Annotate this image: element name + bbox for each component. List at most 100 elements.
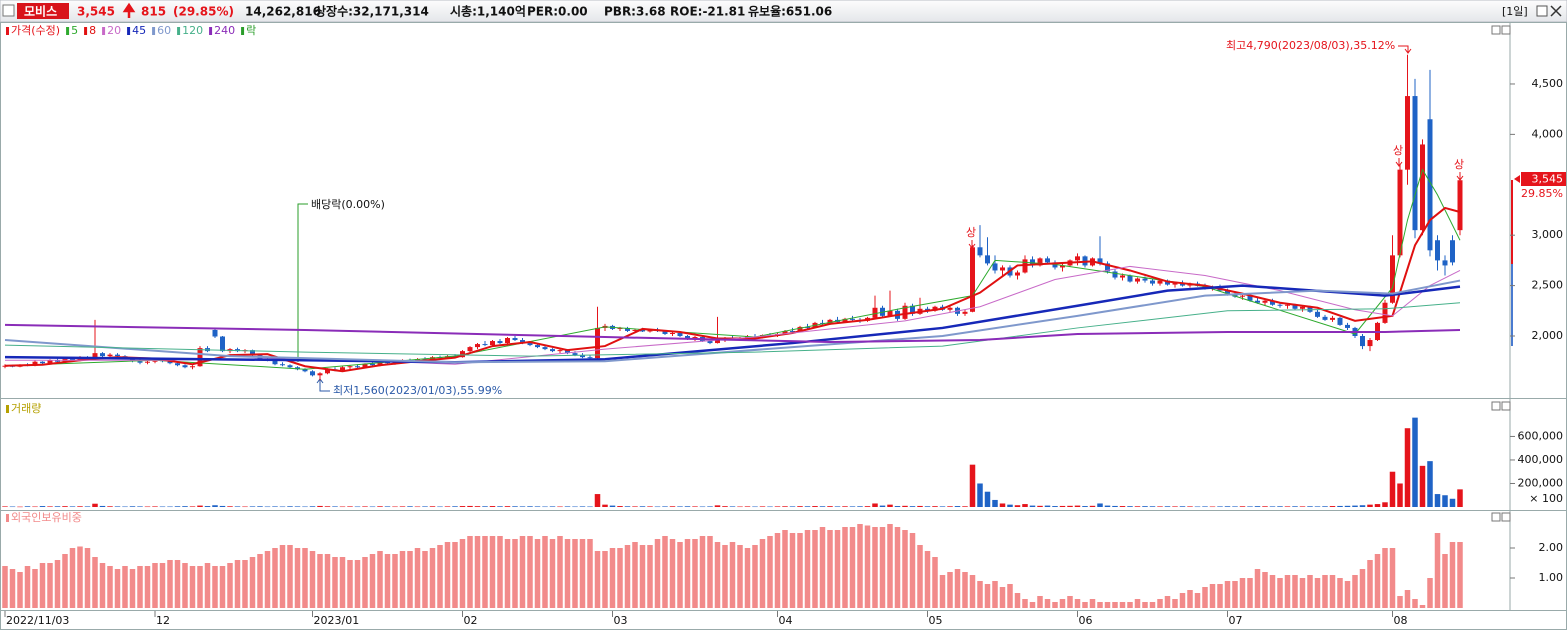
bar (519, 536, 526, 608)
bar (804, 530, 811, 608)
bar (332, 506, 338, 507)
candle-body (782, 330, 788, 334)
high-annotation: 최고4,790(2023/08/03),35.12% (1226, 39, 1395, 52)
bar (954, 569, 961, 608)
candle-body (107, 354, 113, 357)
bar (1352, 575, 1358, 608)
bar (1427, 461, 1433, 507)
close-button[interactable] (1550, 5, 1562, 17)
bar (1344, 581, 1351, 608)
bar (1052, 506, 1058, 507)
bar (1412, 417, 1418, 507)
bar (662, 506, 668, 507)
candle-body (1337, 317, 1343, 325)
x-tick-label: 2023/01 (314, 614, 360, 627)
bar (39, 563, 46, 608)
price-pointer (1514, 175, 1520, 183)
candle-body (1172, 282, 1178, 285)
bar (497, 536, 503, 608)
bar (879, 527, 886, 608)
bar (257, 506, 263, 507)
panel-button[interactable] (1491, 25, 1501, 35)
bar (1127, 506, 1133, 507)
bar (1254, 506, 1261, 507)
candle-body (190, 366, 195, 368)
bar (1232, 506, 1238, 507)
panel-button[interactable] (1501, 25, 1511, 35)
candle-body (1345, 324, 1350, 328)
candle-body (145, 361, 150, 363)
candle-body (797, 326, 803, 332)
panel-button[interactable] (1491, 401, 1501, 411)
bar (692, 506, 698, 507)
bar (759, 539, 766, 608)
candle-body (1112, 271, 1118, 278)
bar (234, 560, 241, 608)
bar (1284, 506, 1291, 507)
bar (752, 506, 758, 508)
bar (354, 506, 361, 508)
candle-body (1060, 265, 1065, 268)
trade-volume: 14,262,816 (245, 5, 321, 19)
price-change: 815 (141, 5, 166, 19)
legend-swatch (66, 27, 70, 35)
bar (1374, 554, 1381, 608)
panel-button[interactable] (1501, 401, 1511, 411)
bar (857, 506, 863, 507)
bar (887, 524, 893, 608)
x-tick-label: 04 (779, 614, 793, 627)
bar (1179, 593, 1186, 608)
candle-body (640, 329, 645, 332)
bar (1247, 578, 1253, 608)
bar (1187, 590, 1193, 608)
x-tick-label: 07 (1229, 614, 1243, 627)
panel-button[interactable] (1491, 512, 1501, 522)
restore-button[interactable] (1536, 5, 1548, 17)
period-selector[interactable]: [1일] (1502, 4, 1528, 18)
candle-body (1315, 311, 1320, 317)
stock-name: 모비스 (24, 4, 57, 19)
candle-body (550, 349, 555, 352)
bar (489, 536, 496, 608)
x-tick-label: 02 (464, 614, 478, 627)
bar (459, 506, 466, 507)
bar (1322, 575, 1328, 608)
bar (1352, 505, 1358, 507)
bar (429, 506, 436, 507)
candle-body (55, 360, 60, 362)
bar (1307, 506, 1313, 507)
bar (2, 506, 8, 507)
bar (917, 545, 923, 608)
bar (992, 499, 998, 507)
bar (279, 506, 286, 508)
bar (144, 506, 151, 508)
bar (729, 506, 736, 507)
panel-button[interactable] (1501, 512, 1511, 522)
candle-body (325, 369, 330, 374)
bar (174, 560, 181, 608)
bar (1292, 575, 1298, 608)
reserve-ratio: 유보율:651.06 (748, 5, 832, 19)
candle-body (70, 358, 75, 361)
low-marker (316, 378, 330, 392)
candle-body (1097, 258, 1103, 264)
ex-dividend-label: 배당락(0.00%) (311, 198, 385, 211)
candle-body (632, 329, 638, 331)
checkbox[interactable] (2, 4, 15, 17)
bar (309, 506, 316, 507)
bar (92, 503, 98, 507)
bar (339, 506, 346, 508)
bar (414, 506, 421, 508)
name-box[interactable] (17, 3, 69, 19)
bar (204, 506, 211, 507)
candle-body (1225, 290, 1230, 294)
bar (699, 536, 706, 608)
roe: ROE:-21.81 (670, 5, 745, 19)
candle-body (152, 360, 158, 362)
bar (1344, 505, 1351, 507)
candle-body (1367, 340, 1373, 347)
moving-average-line (4, 323, 1461, 344)
candle-body (707, 341, 713, 344)
bar (782, 506, 788, 507)
